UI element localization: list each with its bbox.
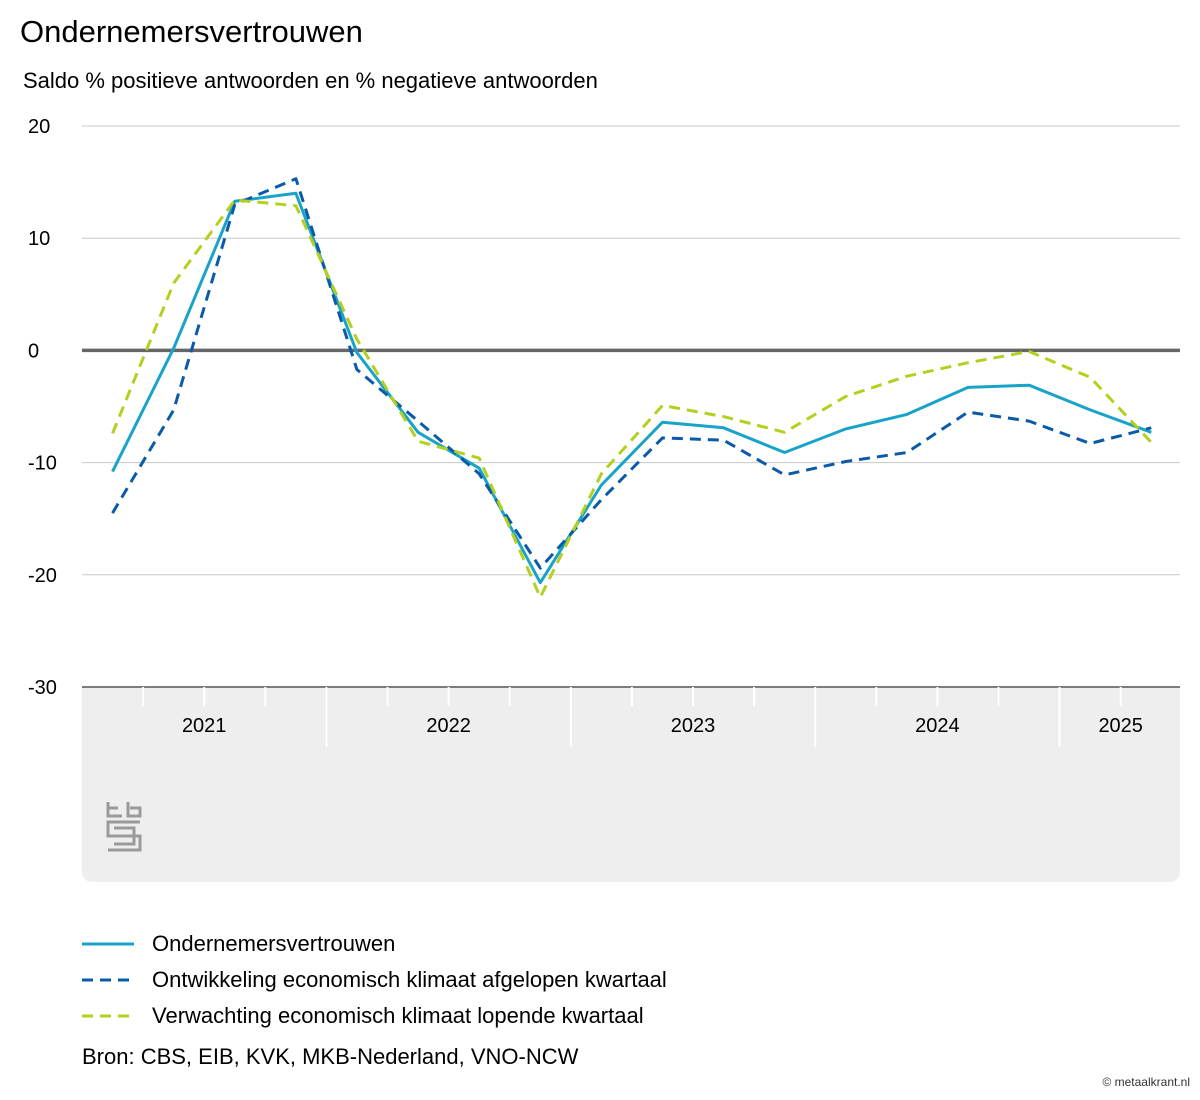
legend-swatch-solid xyxy=(82,942,134,946)
y-tick-label: -20 xyxy=(28,565,57,587)
legend-label: Ontwikkeling economisch klimaat afgelope… xyxy=(152,967,667,992)
legend-item: Verwachting economisch klimaat lopende k… xyxy=(82,998,667,1034)
legend-label: Ondernemersvertrouwen xyxy=(152,931,396,956)
line-chart: 20 10 0 -10 -20 -30 2021 2022 2023 2024 2025 xyxy=(28,116,1180,882)
x-axis-panel xyxy=(82,687,1180,882)
x-tick-label: 2024 xyxy=(915,715,960,737)
x-tick-label: 2025 xyxy=(1098,715,1143,737)
source-note: Bron: CBS, EIB, KVK, MKB-Nederland, VNO-… xyxy=(82,1044,579,1069)
gridlines xyxy=(82,125,1180,688)
x-tick-label: 2021 xyxy=(182,715,227,737)
y-tick-label: 20 xyxy=(28,116,50,138)
series-lines xyxy=(111,177,1153,599)
y-tick-label: -30 xyxy=(28,677,57,699)
cbs-logo-icon xyxy=(106,802,142,852)
y-axis-ticks: 20 10 0 -10 -20 -30 xyxy=(28,116,57,699)
x-tick-label: 2023 xyxy=(671,715,716,737)
credit: © metaalkrant.nl xyxy=(1102,1075,1190,1089)
chart-subtitle: Saldo % positieve antwoorden en % negati… xyxy=(23,68,598,93)
legend-swatch-dashed xyxy=(82,978,134,982)
x-tick-label: 2022 xyxy=(426,715,471,737)
series-line-3 xyxy=(111,198,1153,599)
y-tick-label: 0 xyxy=(28,340,39,362)
y-tick-label: 10 xyxy=(28,228,50,250)
chart-title: Ondernemersvertrouwen xyxy=(20,14,363,49)
y-tick-label: -10 xyxy=(28,453,57,475)
legend-item: Ondernemersvertrouwen xyxy=(82,926,667,962)
series-line-2 xyxy=(111,177,1152,570)
legend: Ondernemersvertrouwen Ontwikkeling econo… xyxy=(82,926,667,1034)
series-line-1 xyxy=(111,191,1152,585)
x-axis: 2021 2022 2023 2024 2025 xyxy=(142,687,1143,747)
legend-label: Verwachting economisch klimaat lopende k… xyxy=(152,1003,644,1028)
legend-item: Ontwikkeling economisch klimaat afgelope… xyxy=(82,962,667,998)
legend-swatch-dashed xyxy=(82,1014,134,1018)
